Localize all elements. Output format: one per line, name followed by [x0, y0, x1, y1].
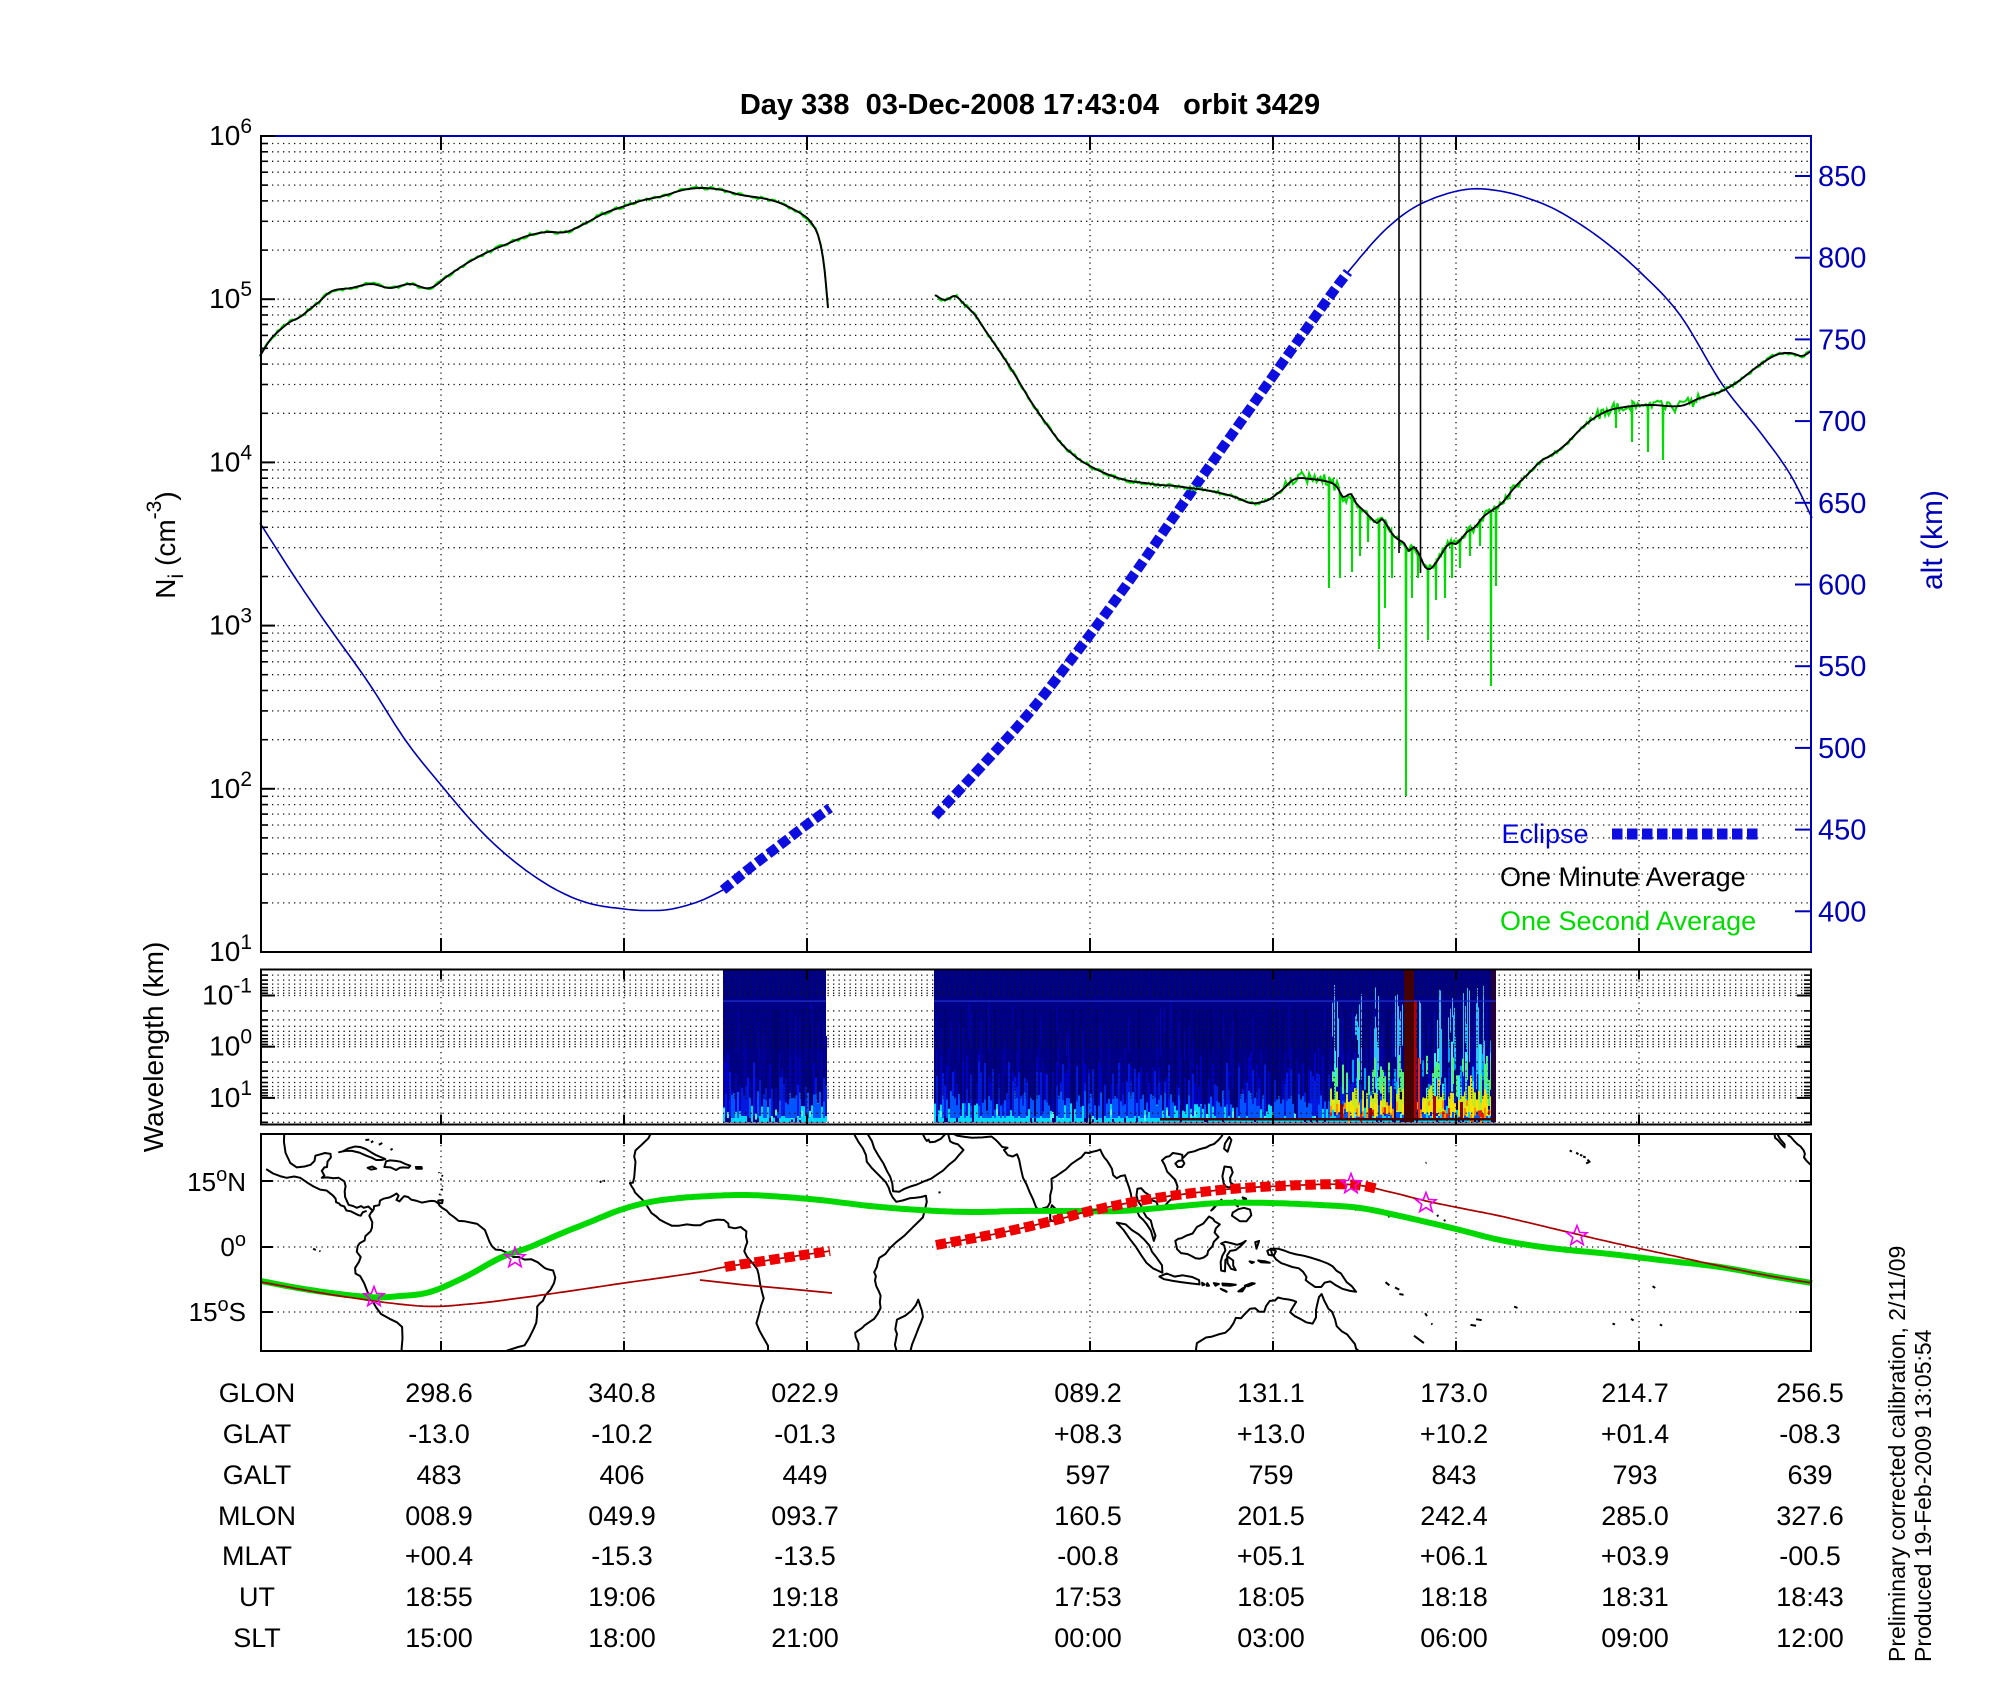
svg-text:GALT: GALT [223, 1460, 292, 1490]
svg-text:500: 500 [1818, 733, 1866, 765]
svg-text:759: 759 [1248, 1460, 1293, 1490]
svg-text:18:55: 18:55 [405, 1582, 473, 1612]
svg-text:450: 450 [1818, 815, 1866, 847]
svg-text:750: 750 [1818, 324, 1866, 356]
svg-text:327.6: 327.6 [1776, 1501, 1844, 1531]
svg-text:One Second Average: One Second Average [1500, 906, 1756, 936]
svg-text:173.0: 173.0 [1420, 1378, 1488, 1408]
svg-text:18:18: 18:18 [1420, 1582, 1488, 1612]
svg-text:843: 843 [1431, 1460, 1476, 1490]
svg-text:Preliminary corrected calibrat: Preliminary corrected calibration, 2/11/… [1884, 1246, 1910, 1662]
svg-text:+01.4: +01.4 [1601, 1419, 1669, 1449]
svg-text:17:53: 17:53 [1054, 1582, 1122, 1612]
svg-text:One Minute Average: One Minute Average [1500, 862, 1746, 892]
svg-text:597: 597 [1065, 1460, 1110, 1490]
svg-text:15:00: 15:00 [405, 1623, 473, 1653]
svg-text:650: 650 [1818, 488, 1866, 520]
svg-text:600: 600 [1818, 570, 1866, 602]
svg-text:214.7: 214.7 [1601, 1378, 1669, 1408]
svg-text:022.9: 022.9 [771, 1378, 839, 1408]
svg-text:-08.3: -08.3 [1779, 1419, 1841, 1449]
svg-text:-10.2: -10.2 [591, 1419, 653, 1449]
svg-text:256.5: 256.5 [1776, 1378, 1844, 1408]
svg-text:-01.3: -01.3 [774, 1419, 836, 1449]
svg-text:+00.4: +00.4 [405, 1541, 473, 1571]
svg-text:089.2: 089.2 [1054, 1378, 1122, 1408]
svg-text:-00.8: -00.8 [1057, 1541, 1119, 1571]
svg-text:19:06: 19:06 [588, 1582, 656, 1612]
svg-text:MLON: MLON [218, 1501, 296, 1531]
svg-text:09:00: 09:00 [1601, 1623, 1669, 1653]
svg-text:MLAT: MLAT [222, 1541, 292, 1571]
svg-text:850: 850 [1818, 161, 1866, 193]
svg-text:298.6: 298.6 [405, 1378, 473, 1408]
svg-text:093.7: 093.7 [771, 1501, 839, 1531]
svg-text:19:18: 19:18 [771, 1582, 839, 1612]
svg-text:008.9: 008.9 [405, 1501, 473, 1531]
svg-text:18:05: 18:05 [1237, 1582, 1305, 1612]
svg-text:06:00: 06:00 [1420, 1623, 1488, 1653]
svg-text:GLAT: GLAT [223, 1419, 292, 1449]
svg-text:18:43: 18:43 [1776, 1582, 1844, 1612]
svg-text:+08.3: +08.3 [1054, 1419, 1122, 1449]
svg-text:15oS: 15oS [189, 1294, 246, 1327]
svg-text:-13.5: -13.5 [774, 1541, 836, 1571]
svg-text:160.5: 160.5 [1054, 1501, 1122, 1531]
svg-text:GLON: GLON [219, 1378, 296, 1408]
svg-text:18:00: 18:00 [588, 1623, 656, 1653]
svg-text:03:00: 03:00 [1237, 1623, 1305, 1653]
svg-text:242.4: 242.4 [1420, 1501, 1488, 1531]
svg-text:550: 550 [1818, 651, 1866, 683]
svg-text:Produced 19-Feb-2009 13:05:54: Produced 19-Feb-2009 13:05:54 [1910, 1329, 1936, 1662]
svg-text:449: 449 [782, 1460, 827, 1490]
svg-text:340.8: 340.8 [588, 1378, 656, 1408]
svg-text:483: 483 [416, 1460, 461, 1490]
svg-text:SLT: SLT [233, 1623, 281, 1653]
svg-text:18:31: 18:31 [1601, 1582, 1669, 1612]
svg-text:Day 338 03-Dec-2008 17:43:04: Day 338 03-Dec-2008 17:43:04 orbit 3429 [740, 89, 1320, 121]
svg-text:793: 793 [1612, 1460, 1657, 1490]
svg-text:+03.9: +03.9 [1601, 1541, 1669, 1571]
svg-text:alt (km): alt (km) [1916, 490, 1949, 590]
svg-text:-15.3: -15.3 [591, 1541, 653, 1571]
svg-text:-00.5: -00.5 [1779, 1541, 1841, 1571]
svg-text:201.5: 201.5 [1237, 1501, 1305, 1531]
svg-text:131.1: 131.1 [1237, 1378, 1305, 1408]
svg-text:285.0: 285.0 [1601, 1501, 1669, 1531]
svg-text:Eclipse: Eclipse [1501, 819, 1588, 849]
svg-text:049.9: 049.9 [588, 1501, 656, 1531]
svg-text:+10.2: +10.2 [1420, 1419, 1488, 1449]
svg-text:406: 406 [599, 1460, 644, 1490]
svg-text:Wavelength (km): Wavelength (km) [138, 942, 169, 1153]
svg-text:639: 639 [1787, 1460, 1832, 1490]
svg-text:+05.1: +05.1 [1237, 1541, 1305, 1571]
svg-text:+06.1: +06.1 [1420, 1541, 1488, 1571]
svg-text:UT: UT [239, 1582, 275, 1612]
svg-text:00:00: 00:00 [1054, 1623, 1122, 1653]
svg-text:12:00: 12:00 [1776, 1623, 1844, 1653]
svg-text:400: 400 [1818, 896, 1866, 928]
svg-text:800: 800 [1818, 243, 1866, 275]
svg-text:21:00: 21:00 [771, 1623, 839, 1653]
svg-text:700: 700 [1818, 406, 1866, 438]
svg-text:15oN: 15oN [187, 1164, 246, 1197]
svg-text:-13.0: -13.0 [408, 1419, 470, 1449]
svg-text:+13.0: +13.0 [1237, 1419, 1305, 1449]
